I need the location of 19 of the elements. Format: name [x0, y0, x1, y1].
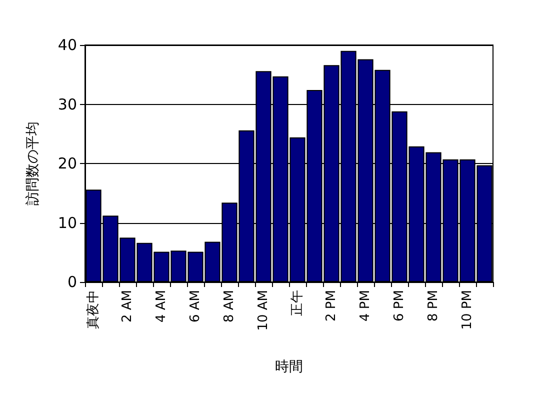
x-tick-label: 2 AM	[120, 290, 135, 323]
y-tick-label: 20	[58, 154, 77, 172]
x-tick-label: 6 PM	[392, 290, 407, 322]
x-tick-label: 8 PM	[426, 290, 441, 322]
x-tick-label: 8 AM	[222, 290, 237, 323]
y-tick-label: 30	[58, 95, 77, 114]
y-tick-label: 0	[67, 273, 77, 291]
x-tick-label: 6 AM	[188, 290, 203, 323]
x-tick-label: 10 AM	[256, 290, 271, 331]
x-tick-label: 4 AM	[154, 290, 169, 323]
x-axis-title: 時間	[275, 359, 303, 375]
y-axis-title: 訪問数の平均	[25, 122, 41, 206]
x-tick-label: 正午	[290, 290, 305, 316]
y-tick-label: 40	[58, 36, 77, 54]
x-tick-label: 10 PM	[460, 290, 475, 330]
x-tick-label: 真夜中	[85, 290, 101, 329]
x-tick-label: 4 PM	[358, 290, 373, 322]
x-tick-label: 2 PM	[324, 290, 339, 322]
y-tick-label: 10	[58, 214, 77, 232]
